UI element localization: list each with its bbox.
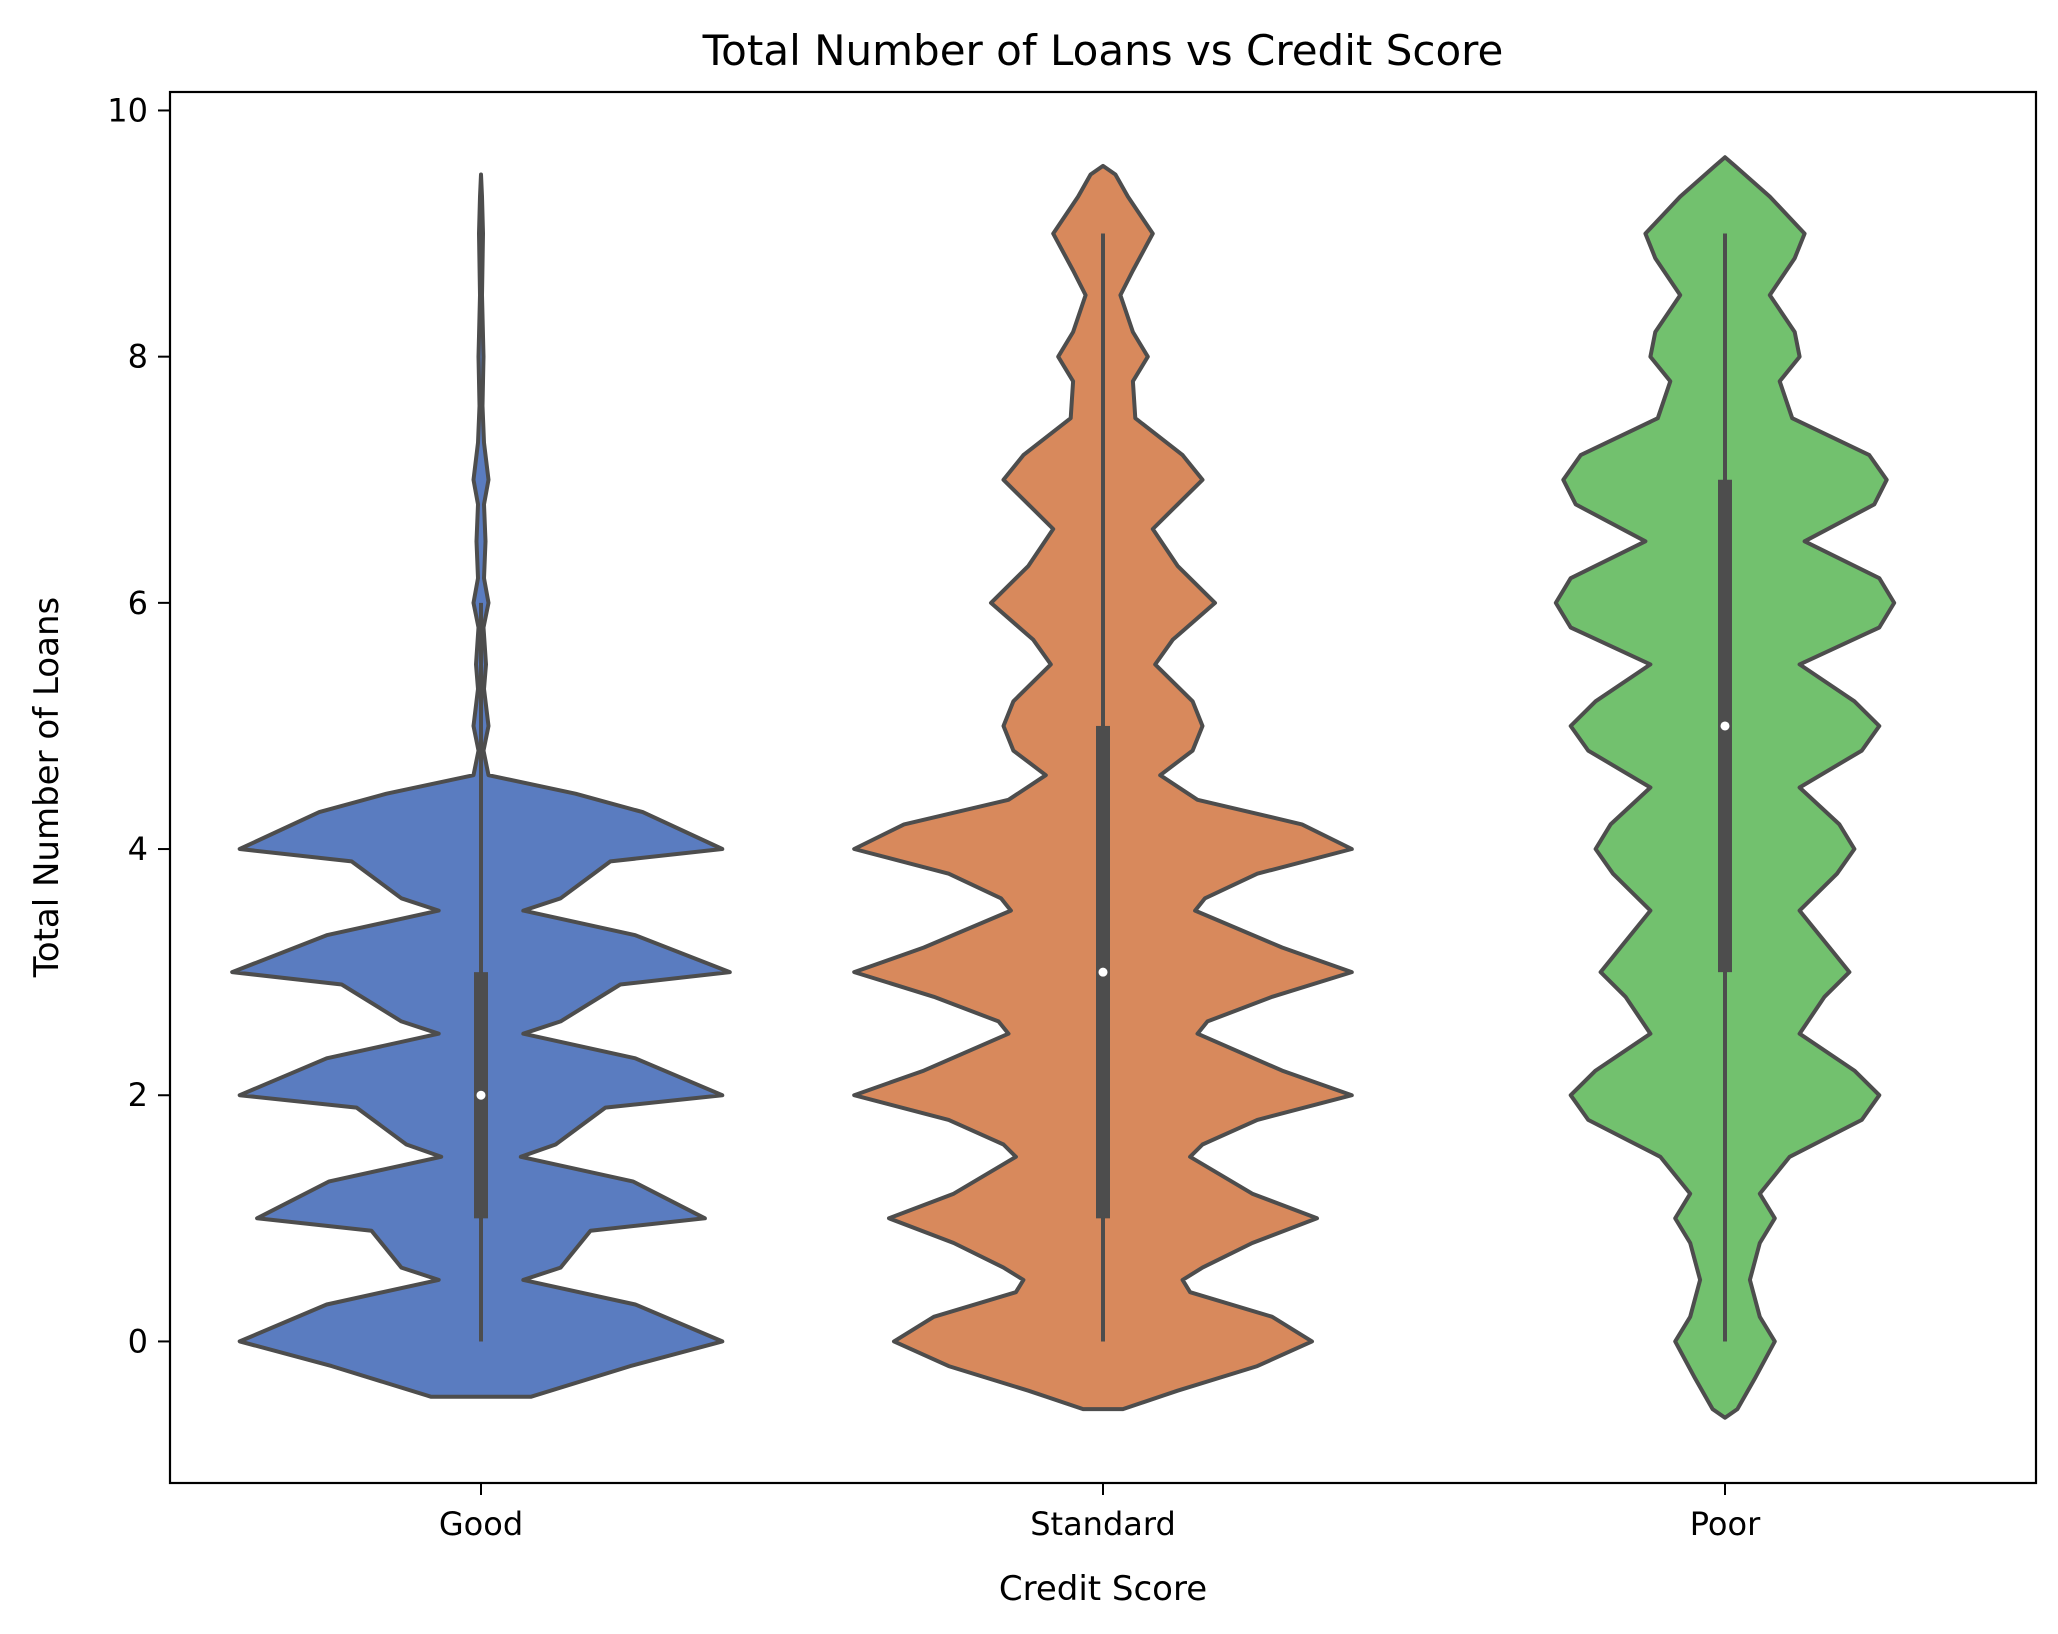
violins-layer: [230, 155, 1897, 1420]
violin-good: [230, 172, 732, 1399]
y-tick-label-8: 8: [128, 338, 148, 376]
y-tick-label-10: 10: [107, 91, 148, 129]
median-point-standard: [1098, 967, 1108, 977]
x-axis-label: Credit Score: [999, 1569, 1207, 1609]
median-point-good: [476, 1090, 486, 1100]
median-point-poor: [1720, 721, 1730, 731]
plot-frame: [168, 90, 2038, 1485]
y-tick-label-2: 2: [128, 1076, 148, 1114]
y-tick-label-0: 0: [128, 1322, 148, 1360]
x-tick-label-poor: Poor: [1690, 1505, 1761, 1543]
y-tick-label-4: 4: [128, 830, 148, 868]
y-axis: 0 2 4 6 8 10: [107, 91, 170, 1360]
chart-title: Total Number of Loans vs Credit Score: [702, 26, 1504, 75]
x-tick-label-standard: Standard: [1030, 1505, 1176, 1543]
violin-poor: [1553, 155, 1897, 1420]
y-tick-label-6: 6: [128, 584, 148, 622]
x-tick-label-good: Good: [439, 1505, 523, 1543]
y-axis-label: Total Number of Loans: [27, 597, 67, 978]
x-axis: Good Standard Poor: [439, 1483, 1761, 1543]
violin-standard: [852, 163, 1354, 1412]
